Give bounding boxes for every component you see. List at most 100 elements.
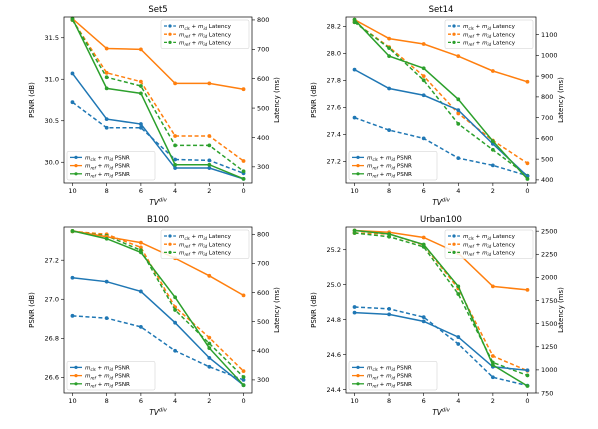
series-line-3 [354, 232, 528, 377]
data-point [173, 348, 178, 353]
data-point [387, 234, 392, 239]
data-point [207, 355, 212, 360]
y2-tick-label: 600 [541, 135, 553, 143]
data-point [173, 320, 178, 325]
legend-label: mref​ + mid​ Latency [179, 32, 232, 39]
y2-tick-label: 400 [257, 134, 269, 142]
x-tick-label: 4 [173, 397, 177, 405]
series-line-4 [354, 68, 528, 177]
x-tick-label: 2 [491, 397, 495, 405]
legend-marker [74, 365, 78, 369]
legend-marker [74, 382, 78, 386]
data-point [490, 163, 495, 168]
x-tick-label: 4 [456, 397, 460, 405]
data-point [241, 375, 246, 379]
data-point [352, 228, 357, 233]
y2-tick-label: 500 [541, 155, 553, 163]
x-tick-label: 2 [491, 187, 495, 195]
data-point [138, 245, 143, 250]
data-point [490, 284, 495, 289]
data-point [525, 161, 530, 166]
data-point [104, 86, 109, 91]
data-point [490, 147, 495, 152]
x-axis-label: TVdiv​ [432, 408, 451, 417]
y-tick-label: 27.2 [327, 158, 341, 166]
plot-frame [345, 16, 537, 184]
data-point [241, 369, 246, 374]
data-point [104, 75, 109, 80]
series-line-1 [72, 315, 244, 381]
data-point [173, 157, 178, 162]
data-point [138, 240, 143, 245]
data-point [138, 250, 143, 255]
y-tick-label: 27.0 [45, 296, 59, 304]
y-axis-label: PSNR (dB) [310, 292, 318, 328]
y-tick-label: 30.0 [45, 159, 59, 167]
data-point [490, 375, 495, 380]
data-point [525, 368, 530, 373]
series-line-1 [72, 101, 244, 175]
data-point [421, 66, 426, 71]
y2-tick-label: 2500 [541, 227, 558, 235]
data-point [421, 42, 426, 46]
y-tick-label: 25.0 [327, 281, 341, 289]
legend-marker [168, 24, 172, 28]
x-tick-label: 6 [422, 397, 426, 405]
y-tick-label: 26.8 [45, 335, 59, 343]
data-point [456, 121, 461, 126]
x-axis-label: TVdiv​ [149, 198, 168, 207]
data-point [173, 295, 178, 300]
data-point [104, 279, 109, 284]
legend-label: mref​ + mid​ Latency [179, 251, 232, 258]
y-tick-label: 24.6 [327, 351, 341, 359]
legend-label: mcls​ + mid​ Latency [463, 24, 516, 31]
x-tick-label: 2 [207, 397, 211, 405]
data-point [207, 143, 212, 148]
data-point [207, 162, 212, 167]
data-point [456, 108, 461, 113]
y2-tick-label: 800 [541, 93, 553, 101]
y-axis-label: PSNR (dB) [28, 292, 36, 328]
legend-marker [452, 24, 456, 28]
legend-marker [168, 250, 172, 254]
data-point [207, 335, 212, 340]
data-point [456, 97, 461, 102]
data-point [421, 78, 426, 83]
y2-tick-label: 300 [257, 163, 269, 171]
data-point [490, 139, 495, 144]
y2-axis-label: Latency (ms) [273, 287, 281, 333]
data-point [352, 67, 357, 72]
y2-tick-label: 1750 [541, 297, 558, 305]
y-tick-label: 28.0 [327, 50, 341, 58]
x-tick-label: 0 [525, 397, 529, 405]
y-axis-label: PSNR (dB) [28, 82, 36, 118]
data-point [70, 229, 75, 233]
y-tick-label: 27.6 [327, 104, 341, 112]
data-point [241, 383, 246, 388]
data-point [70, 16, 75, 21]
chart-title: Set5 [148, 5, 167, 15]
plot-frame [345, 226, 537, 394]
y-axis-label: PSNR (dB) [310, 82, 318, 118]
data-point [241, 159, 246, 163]
data-point [138, 84, 143, 88]
data-point [173, 162, 178, 167]
data-point [456, 156, 461, 161]
data-point [104, 70, 109, 75]
x-axis-label: TVdiv​ [432, 198, 451, 207]
data-point [207, 273, 212, 278]
data-point [241, 176, 246, 181]
x-tick-label: 10 [68, 397, 76, 405]
legend-label: mref​ + mid​ PSNR [85, 172, 130, 179]
series-line-3 [72, 230, 245, 378]
legend-marker [452, 40, 456, 45]
data-point [525, 288, 530, 292]
data-point [207, 341, 212, 346]
legend-box [66, 361, 156, 391]
legend-marker [356, 172, 360, 176]
data-point [138, 79, 143, 84]
data-point [525, 79, 530, 84]
data-point [387, 54, 392, 59]
y-tick-label: 31.5 [45, 34, 59, 42]
